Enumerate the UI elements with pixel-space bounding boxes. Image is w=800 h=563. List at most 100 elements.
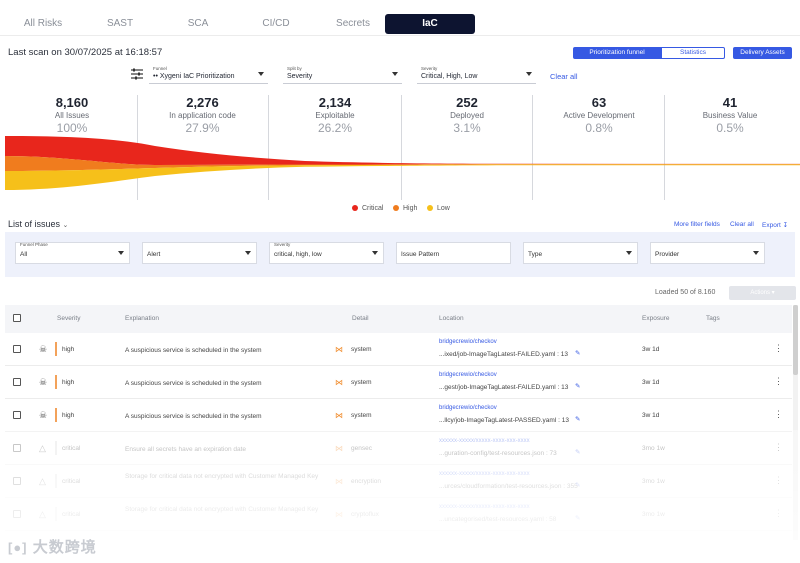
legend-dot bbox=[427, 205, 433, 211]
row-repository-link[interactable]: bridgecrewio/checkov bbox=[439, 339, 497, 345]
split-by-select[interactable]: Split by Severity bbox=[283, 66, 402, 84]
download-icon: ↧ bbox=[782, 222, 789, 229]
row-checkbox[interactable] bbox=[13, 345, 21, 353]
row-menu-icon[interactable]: ⋮ bbox=[774, 508, 783, 518]
row-explanation[interactable]: A suspicious service is scheduled in the… bbox=[125, 413, 262, 420]
table-row[interactable]: △ critical Storage for critical data not e… bbox=[5, 498, 792, 531]
edit-icon[interactable]: ✎ bbox=[575, 416, 581, 423]
row-menu-icon[interactable]: ⋮ bbox=[774, 442, 783, 452]
column-explanation[interactable]: Explanation bbox=[125, 315, 159, 322]
table-row[interactable]: △ critical Ensure all secrets have an expi… bbox=[5, 432, 792, 465]
table-row[interactable]: ☠ high A suspicious service is scheduled i… bbox=[5, 333, 792, 366]
column-tags[interactable]: Tags bbox=[706, 315, 720, 322]
edit-icon[interactable]: ✎ bbox=[575, 449, 581, 456]
edit-icon[interactable]: ✎ bbox=[575, 350, 581, 357]
chevron-down-icon bbox=[258, 72, 264, 76]
funnel-phase-label: Funnel Phase bbox=[20, 242, 48, 247]
stage-divider bbox=[532, 95, 533, 200]
table-row[interactable]: △ critical Storage for critical data not e… bbox=[5, 465, 792, 498]
filter-sliders-icon[interactable] bbox=[130, 68, 144, 80]
tab-sca[interactable]: SCA bbox=[187, 18, 209, 29]
table-scrollbar-thumb[interactable] bbox=[793, 305, 798, 375]
edit-icon[interactable]: ✎ bbox=[575, 515, 581, 522]
provider-select[interactable]: Provider bbox=[650, 242, 765, 264]
detector-icon: ⋈ bbox=[335, 378, 343, 387]
row-checkbox[interactable] bbox=[13, 444, 21, 452]
row-file-path[interactable]: ...ixed/job-ImageTagLatest-FAILED.yaml :… bbox=[439, 351, 568, 358]
row-checkbox[interactable] bbox=[13, 510, 21, 518]
alert-select[interactable]: Alert bbox=[142, 242, 257, 264]
row-explanation[interactable]: Ensure all secrets have an expiration da… bbox=[125, 446, 247, 453]
row-detail: encryption bbox=[351, 478, 381, 485]
row-file-path[interactable]: ...uncategorised/test-resources.yaml : 5… bbox=[439, 516, 557, 523]
row-menu-icon[interactable]: ⋮ bbox=[774, 343, 783, 353]
delivery-assets-button[interactable]: Delivery Assets bbox=[733, 47, 792, 59]
row-explanation[interactable]: Storage for critical data not encrypted … bbox=[125, 473, 319, 480]
funnel-select[interactable]: Funnel •• Xygeni IaC Prioritization bbox=[149, 66, 268, 84]
row-menu-icon[interactable]: ⋮ bbox=[774, 475, 783, 485]
table-scrollbar-track[interactable] bbox=[793, 305, 798, 540]
row-repository-link[interactable]: bridgecrewio/checkov bbox=[439, 372, 497, 378]
funnel-band-low bbox=[5, 164, 800, 190]
issue-severity-select[interactable]: Severity critical, high, low bbox=[269, 242, 384, 264]
row-repository-link[interactable]: xxxxxx-xxxxx/xxxxx-xxxx-xxx-xxxx bbox=[439, 504, 530, 510]
edit-icon[interactable]: ✎ bbox=[575, 482, 581, 489]
stage-count: 252 bbox=[456, 95, 478, 110]
table-row[interactable]: ☠ high A suspicious service is scheduled i… bbox=[5, 366, 792, 399]
row-repository-link[interactable]: bridgecrewio/checkov bbox=[439, 405, 497, 411]
stage-name: In application code bbox=[169, 111, 236, 120]
row-menu-icon[interactable]: ⋮ bbox=[774, 376, 783, 386]
issue-pattern-placeholder: Issue Pattern bbox=[401, 251, 440, 258]
tab-secrets[interactable]: Secrets bbox=[336, 18, 370, 29]
row-explanation[interactable]: A suspicious service is scheduled in the… bbox=[125, 380, 262, 387]
clear-all-list-link[interactable]: Clear all bbox=[730, 221, 754, 228]
row-explanation[interactable]: Storage for critical data not encrypted … bbox=[125, 506, 319, 513]
tab-cicd[interactable]: CI/CD bbox=[262, 18, 290, 29]
column-detail[interactable]: Detail bbox=[352, 315, 369, 322]
export-label: Export bbox=[762, 222, 781, 229]
split-by-label: Split by bbox=[287, 66, 302, 71]
edit-icon[interactable]: ✎ bbox=[575, 383, 581, 390]
row-checkbox[interactable] bbox=[13, 477, 21, 485]
row-repository-link[interactable]: xxxxxx-xxxxx/xxxxx-xxxx-xxx-xxxx bbox=[439, 471, 530, 477]
row-checkbox[interactable] bbox=[13, 378, 21, 386]
stage-count: 2,134 bbox=[318, 95, 352, 110]
column-location[interactable]: Location bbox=[439, 315, 464, 322]
row-explanation[interactable]: A suspicious service is scheduled in the… bbox=[125, 347, 262, 354]
stage-count: 2,276 bbox=[186, 95, 219, 110]
severity-select[interactable]: Severity Critical, High, Low bbox=[417, 66, 536, 84]
issue-pattern-input[interactable]: Issue Pattern bbox=[396, 242, 511, 264]
prioritization-funnel-button[interactable]: Prioritization funnel bbox=[573, 47, 661, 59]
table-row[interactable]: ☠ high A suspicious service is scheduled i… bbox=[5, 399, 792, 432]
tab-iac[interactable]: IaC bbox=[385, 14, 475, 34]
tab-all-risks[interactable]: All Risks bbox=[23, 18, 63, 29]
prioritization-funnel-chart bbox=[5, 136, 800, 190]
select-all-checkbox[interactable] bbox=[13, 314, 21, 322]
more-filter-fields-link[interactable]: More filter fields bbox=[674, 221, 720, 228]
actions-button[interactable]: Actions ▾ bbox=[729, 286, 796, 300]
row-menu-icon[interactable]: ⋮ bbox=[774, 409, 783, 419]
row-file-path[interactable]: ...guration-config/test-resources.json :… bbox=[439, 450, 557, 457]
type-select[interactable]: Type bbox=[523, 242, 638, 264]
column-exposure[interactable]: Exposure bbox=[642, 315, 670, 322]
row-checkbox[interactable] bbox=[13, 411, 21, 419]
funnel-select-label: Funnel bbox=[153, 66, 167, 71]
funnel-stage-in-application-code: 2,276 In application code 27.9% bbox=[150, 95, 255, 135]
tab-sast[interactable]: SAST bbox=[106, 18, 134, 29]
list-of-issues-toggle[interactable]: List of issues ⌄ bbox=[8, 219, 68, 229]
stage-divider bbox=[664, 95, 665, 200]
export-link[interactable]: Export ↧ bbox=[762, 221, 788, 229]
row-exposure: 3w 1d bbox=[642, 346, 660, 353]
clear-all-filters-link[interactable]: Clear all bbox=[550, 72, 578, 81]
row-file-path[interactable]: ...gest/job-ImageTagLatest-FAILED.yaml :… bbox=[439, 384, 569, 391]
funnel-phase-select[interactable]: Funnel Phase All bbox=[15, 242, 130, 264]
row-repository-link[interactable]: xxxxxx-xxxxx/xxxxx-xxxx-xxx-xxxx bbox=[439, 438, 530, 444]
column-severity[interactable]: Severity bbox=[57, 315, 81, 322]
row-severity: critical bbox=[62, 511, 81, 518]
statistics-button[interactable]: Statistics bbox=[661, 47, 725, 59]
row-file-path[interactable]: ...urces/cloudformation/test-resources.j… bbox=[439, 483, 578, 490]
row-file-path[interactable]: ...llcy/job-ImageTagLatest-PASSED.yaml :… bbox=[439, 417, 569, 424]
skull-icon: ☠ bbox=[39, 410, 48, 420]
issue-severity-value: critical, high, low bbox=[274, 251, 322, 258]
list-title: List of issues bbox=[8, 219, 61, 229]
